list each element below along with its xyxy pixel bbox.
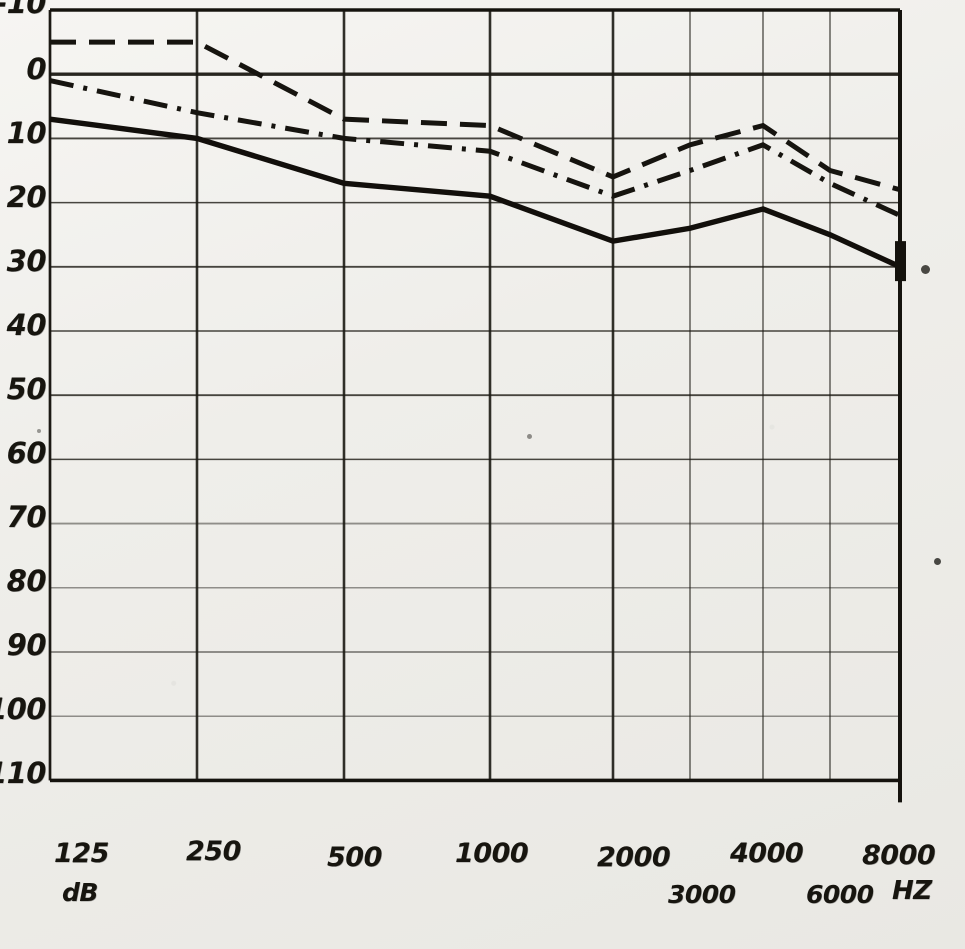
x-tick-label: 250	[186, 836, 241, 867]
y-tick-label: 90	[6, 628, 47, 662]
y-tick-label: 10	[6, 116, 47, 150]
x-tick-label: 1000	[455, 838, 529, 869]
y-tick-label: 0	[26, 52, 46, 86]
series-curve-dashed	[50, 39, 901, 193]
x-tick-label: 125	[54, 838, 109, 869]
y-tick-label: 50	[6, 372, 47, 406]
y-tick-label: 30	[6, 244, 47, 278]
series-curve-solid	[49, 116, 902, 270]
scan-speck	[527, 434, 532, 439]
x-tick-label-secondary: 3000	[668, 880, 736, 909]
y-tick-label: 20	[6, 180, 47, 214]
series-curve-dash-dot	[49, 78, 902, 218]
x-tick-label: 2000	[597, 842, 671, 873]
y-axis-unit-label: dB	[62, 878, 98, 907]
y-tick-label: 70	[6, 500, 47, 534]
scan-speck	[921, 265, 930, 274]
x-tick-label-secondary: 6000	[806, 880, 874, 909]
x-tick-label: 8000	[862, 840, 936, 871]
x-tick-label: 4000	[730, 838, 804, 869]
y-tick-label: 60	[6, 436, 47, 470]
y-tick-label: 110	[0, 756, 47, 790]
y-tick-label: -10	[0, 0, 47, 20]
scan-ink-blot	[895, 241, 906, 282]
y-tick-label: 80	[6, 564, 47, 598]
x-axis-unit-label: HZ	[892, 876, 932, 906]
y-tick-label: 100	[0, 692, 47, 726]
scan-speck	[934, 558, 941, 565]
x-tick-label: 500	[327, 842, 382, 873]
scan-speck	[37, 429, 41, 433]
y-tick-label: 40	[6, 308, 47, 342]
